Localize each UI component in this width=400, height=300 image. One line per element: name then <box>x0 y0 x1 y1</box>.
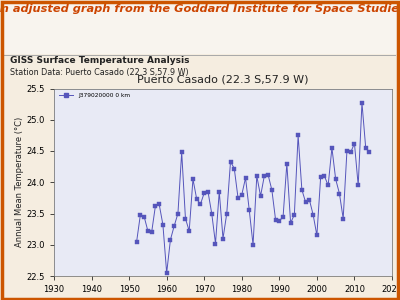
Legend: J379020000 0 km: J379020000 0 km <box>57 92 132 100</box>
Y-axis label: Annual Mean Temperature (°C): Annual Mean Temperature (°C) <box>15 117 24 247</box>
Text: An adjusted graph from the Goddard Institute for Space Studies: An adjusted graph from the Goddard Insti… <box>0 4 400 14</box>
Text: GISS Surface Temperature Analysis: GISS Surface Temperature Analysis <box>10 56 190 64</box>
Title: Puerto Casado (22.3 S,57.9 W): Puerto Casado (22.3 S,57.9 W) <box>137 75 309 85</box>
Text: Station Data: Puerto Casado (22.3 S,57.9 W): Station Data: Puerto Casado (22.3 S,57.9… <box>10 68 189 76</box>
